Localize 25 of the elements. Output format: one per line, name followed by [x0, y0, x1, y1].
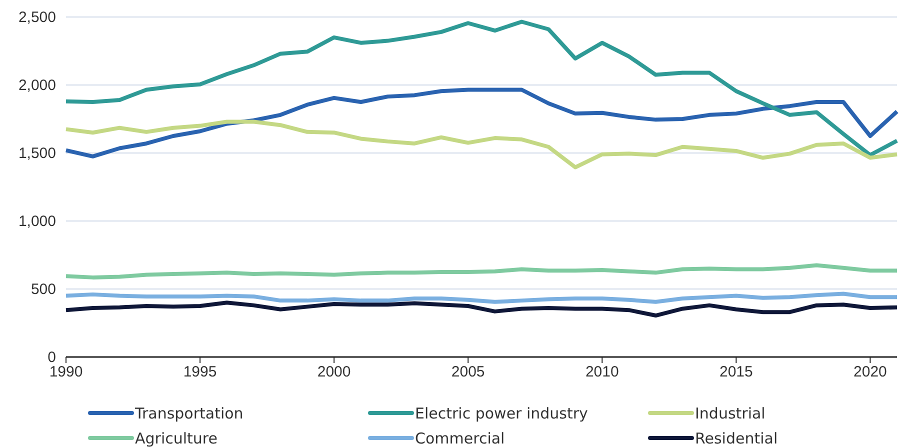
line-series	[64, 120, 899, 170]
x-tick-label: 2020	[854, 364, 887, 381]
line-series	[64, 263, 899, 280]
x-tick-label: 2015	[719, 364, 753, 381]
legend-label: Commercial	[415, 429, 505, 448]
x-tick-label: 2000	[317, 364, 351, 381]
x-tick-label: 1990	[49, 364, 83, 381]
line-series	[64, 88, 899, 158]
legend-label: Industrial	[695, 404, 766, 422]
y-tick-label: 500	[30, 280, 56, 298]
legend-label: Residential	[695, 429, 778, 448]
legend-label: Transportation	[134, 404, 244, 422]
line-series	[64, 292, 899, 304]
y-tick-label: 0	[48, 348, 56, 366]
line-series	[64, 20, 899, 158]
y-tick-label: 2,000	[18, 76, 56, 94]
legend-label: Electric power industry	[415, 404, 588, 422]
y-tick-label: 1,500	[18, 144, 56, 162]
legend-label: Agriculture	[135, 429, 218, 448]
line-series	[64, 300, 899, 318]
y-tick-label: 1,000	[18, 212, 56, 230]
x-tick-label: 2010	[585, 364, 619, 381]
x-tick-label: 1995	[183, 364, 217, 381]
y-tick-label: 2,500	[18, 8, 56, 26]
x-tick-label: 2005	[451, 364, 485, 381]
